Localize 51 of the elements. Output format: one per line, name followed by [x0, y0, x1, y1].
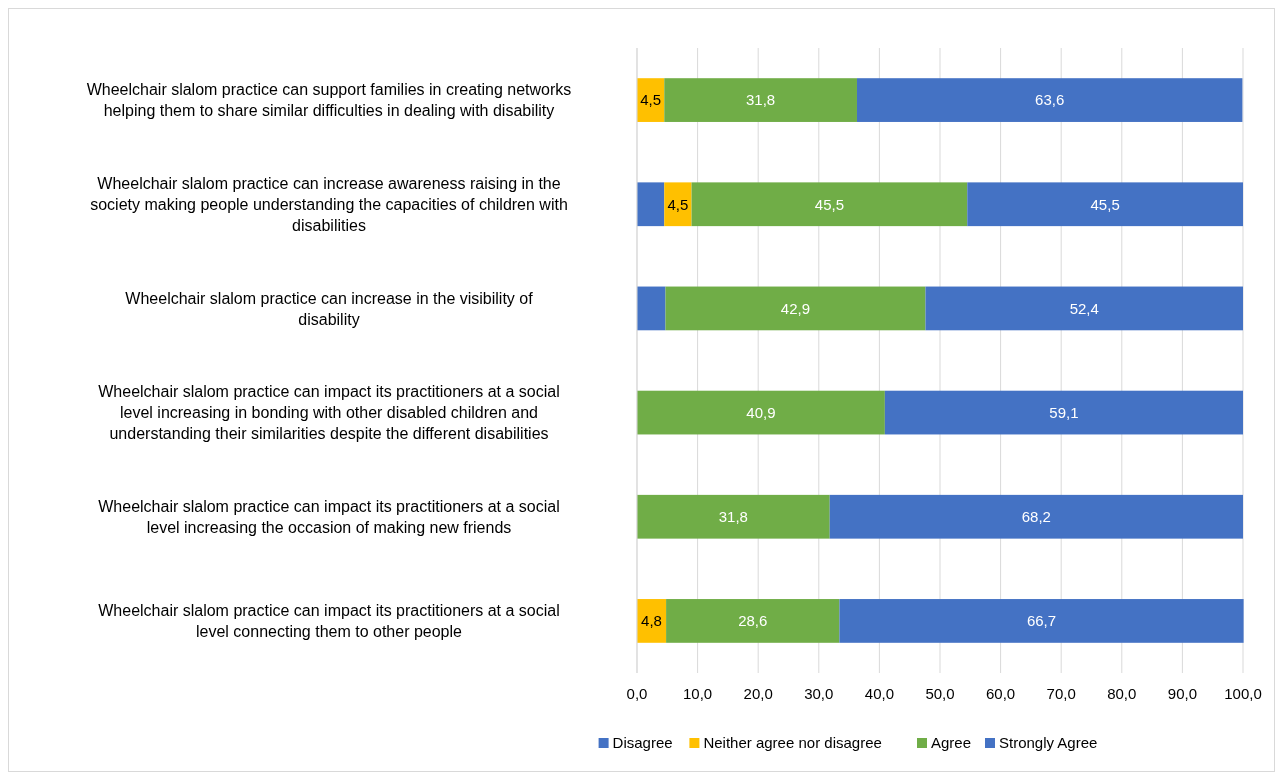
data-label: 28,6 [738, 612, 768, 630]
x-tick-label: 50,0 [925, 685, 955, 702]
y-tick-label: Wheelchair slalom practice can support families in creating networks helping them to share similar difficulties in dealing with disability [86, 81, 572, 120]
data-label: 40,9 [746, 403, 776, 421]
y-tick-label: Wheelchair slalom practice can increase in the visibility of disability [125, 289, 534, 328]
bar [925, 286, 1243, 331]
y-tick-label: Wheelchair slalom practice can increase awareness raising in the society making people understanding the capacities of children with disabilities [90, 174, 568, 234]
bar [637, 182, 665, 227]
data-label: 31,8 [718, 508, 748, 525]
bar [829, 494, 1243, 539]
bar [856, 78, 1243, 122]
legend-label: Neither agree nor disagree [703, 734, 882, 752]
bar [666, 599, 840, 643]
data-label: 59,1 [1049, 403, 1079, 421]
legend-label: Disagree [612, 734, 673, 752]
data-label: 31,8 [746, 91, 776, 109]
x-tick-label: 40,0 [864, 685, 894, 702]
data-label: 66,7 [1026, 612, 1057, 630]
x-tick-label: 70,0 [1046, 685, 1076, 702]
data-label: 4,8 [641, 612, 662, 630]
x-tick-label: 0,0 [626, 685, 648, 702]
data-label: 4,5 [640, 91, 662, 109]
data-label: 45,5 [814, 195, 845, 213]
x-tick-label: 20,0 [743, 685, 773, 702]
bar [967, 182, 1243, 227]
bar [664, 182, 692, 227]
bar [884, 390, 1243, 435]
data-label: 4,5 [667, 195, 689, 213]
data-label: 52,4 [1069, 299, 1099, 317]
x-tick-label: 80,0 [1107, 685, 1137, 702]
bar [637, 494, 830, 539]
y-tick-label: Wheelchair slalom practice can impact its practitioners at a social level increasing in bonding with other disabled children and understanding their similarities despite the different disabilities [98, 383, 560, 443]
x-tick-label: 10,0 [683, 685, 713, 702]
y-tick-label: Wheelchair slalom practice can impact its practitioners at a social level connecting them to other people [98, 602, 560, 641]
data-label: 45,5 [1090, 195, 1120, 213]
bar [637, 286, 666, 331]
bar [664, 78, 857, 122]
bar [691, 182, 968, 227]
x-tick-label: 60,0 [986, 685, 1016, 702]
bar [839, 599, 1244, 643]
legend-label: Strongly Agree [999, 734, 1098, 752]
data-label: 42,9 [780, 299, 811, 317]
x-tick-label: 30,0 [804, 685, 834, 702]
bar [637, 390, 885, 435]
data-label: 68,2 [1021, 508, 1051, 525]
data-label: 63,6 [1035, 91, 1065, 109]
y-tick-label: Wheelchair slalom practice can impact its practitioners at a social level increasing the occasion of making new friends [98, 497, 560, 536]
x-tick-label: 100,0 [1224, 685, 1262, 702]
x-tick-label: 90,0 [1167, 685, 1197, 702]
bar [665, 286, 926, 331]
legend-label: Agree [931, 734, 972, 752]
